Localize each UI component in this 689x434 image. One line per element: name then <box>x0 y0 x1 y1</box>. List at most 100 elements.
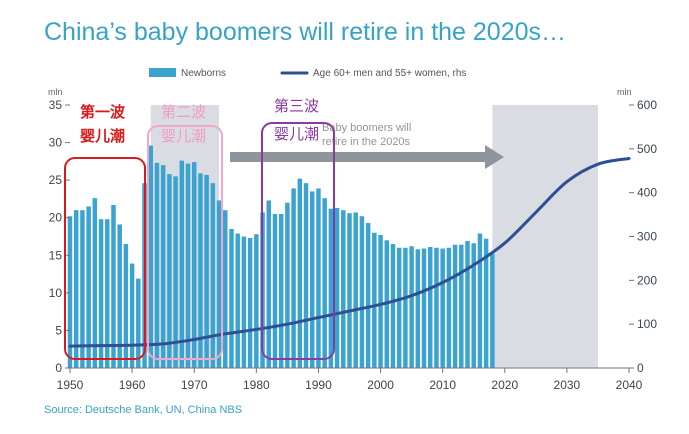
wave1-box: 第一波 婴儿潮 <box>64 103 146 360</box>
newborn-bar-2017 <box>483 238 489 368</box>
x-tick-label-2000: 2000 <box>367 378 394 392</box>
newborn-bar-1996 <box>353 212 358 368</box>
newborn-bar-1984 <box>278 213 284 368</box>
newborn-bar-1985 <box>285 202 290 368</box>
newborn-bar-1970 <box>191 162 197 368</box>
newborn-bar-1983 <box>272 213 278 368</box>
left-axis-unit: mln <box>48 87 63 97</box>
x-tick-label-2040: 2040 <box>616 378 643 392</box>
newborn-bar-1959 <box>123 244 129 368</box>
newborn-bar-1953 <box>86 206 91 368</box>
newborn-bar-1952 <box>80 210 85 368</box>
newborn-bar-2010 <box>440 248 445 368</box>
newborn-bar-1967 <box>173 176 178 368</box>
x-tick-label-1980: 1980 <box>243 378 270 392</box>
right-tick-label-600: 600 <box>637 98 657 112</box>
source-note: Source: Deutsche Bank, UN, China NBS <box>44 404 243 416</box>
newborn-bar-1950 <box>67 216 73 368</box>
newborn-bars <box>67 145 495 368</box>
newborn-bar-1957 <box>111 204 116 368</box>
wave2-box: 第二波 婴儿潮 <box>147 103 223 360</box>
newborn-bar-2012 <box>452 244 458 368</box>
newborn-bar-1998 <box>365 222 371 368</box>
newborn-bar-2008 <box>428 247 433 368</box>
shaded-region-2 <box>492 105 598 368</box>
newborn-bar-1992 <box>328 208 334 368</box>
newborn-bar-1965 <box>160 165 166 368</box>
newborn-bar-1977 <box>235 233 240 368</box>
newborn-bar-1951 <box>73 210 79 368</box>
newborn-bar-1968 <box>179 160 185 368</box>
legend-newborns-label: Newborns <box>181 68 226 79</box>
newborn-bar-2002 <box>390 244 396 368</box>
left-tick-label-20: 20 <box>49 211 63 225</box>
newborn-bar-2005 <box>409 246 414 368</box>
newborn-bar-1991 <box>322 198 327 368</box>
newborn-bar-1958 <box>117 224 122 368</box>
wave1-label-line1: 第一波 <box>80 103 126 121</box>
newborn-bar-1999 <box>372 232 377 368</box>
newborn-bar-2009 <box>434 247 439 368</box>
newborn-bar-1978 <box>241 236 247 368</box>
newborn-bar-1979 <box>247 238 253 368</box>
x-tick-label-1970: 1970 <box>181 378 208 392</box>
newborn-bar-2014 <box>465 241 470 368</box>
newborn-bar-2018 <box>490 253 495 368</box>
newborn-bar-1954 <box>92 198 98 368</box>
newborn-bar-1976 <box>229 228 234 368</box>
newborn-bar-1982 <box>266 200 271 368</box>
arrow-head <box>485 145 504 169</box>
newborn-bar-1987 <box>297 178 303 368</box>
legend-newborns-swatch <box>149 68 176 77</box>
left-tick-label-0: 0 <box>55 361 62 375</box>
page-title: China’s baby boomers will retire in the … <box>44 18 567 46</box>
newborn-bar-2013 <box>459 244 464 368</box>
newborn-bar-2011 <box>446 247 452 368</box>
newborn-bar-1961 <box>136 278 141 368</box>
newborn-bar-2015 <box>471 243 476 368</box>
newborn-bar-2003 <box>396 247 402 368</box>
wave2-label-line2: 婴儿潮 <box>161 128 206 145</box>
arrow-label-line1: Baby boomers will <box>322 122 411 134</box>
newborn-bar-1986 <box>291 188 296 368</box>
newborn-bar-1955 <box>98 219 104 368</box>
newborn-bar-1988 <box>303 183 309 368</box>
newborn-bar-2004 <box>403 247 408 368</box>
newborn-bar-1956 <box>105 219 110 368</box>
newborn-bar-1993 <box>334 207 340 368</box>
left-tick-label-25: 25 <box>49 173 63 187</box>
newborn-bar-1972 <box>204 174 209 368</box>
x-tick-label-1950: 1950 <box>57 378 84 392</box>
newborn-bar-1975 <box>223 210 228 368</box>
left-tick-label-10: 10 <box>49 286 63 300</box>
x-tick-label-2010: 2010 <box>429 378 456 392</box>
left-tick-label-5: 5 <box>55 323 62 337</box>
right-tick-label-100: 100 <box>637 317 657 331</box>
arrow-shaft <box>230 152 485 162</box>
left-tick-label-35: 35 <box>49 98 63 112</box>
right-tick-label-400: 400 <box>637 186 657 200</box>
newborn-bar-1966 <box>167 174 172 368</box>
wave3-label-line1: 第三波 <box>274 97 319 115</box>
x-tick-label-1990: 1990 <box>305 378 332 392</box>
newborn-bar-2016 <box>477 233 483 368</box>
newborn-bar-1995 <box>347 213 352 368</box>
left-axis-ticks: 0 5 10 15 20 25 30 35 <box>49 98 70 375</box>
newborn-bar-1974 <box>216 200 222 368</box>
newborn-bar-1969 <box>185 163 191 368</box>
x-tick-label-2020: 2020 <box>491 378 518 392</box>
newborn-bar-1964 <box>154 162 160 368</box>
newborn-bar-1973 <box>210 183 216 368</box>
newborn-bar-1960 <box>129 263 135 368</box>
wave3-outline <box>261 122 335 360</box>
newborn-bar-1989 <box>309 191 315 368</box>
wave3-box: 第三波 婴儿潮 <box>261 97 335 360</box>
newborn-bar-1994 <box>341 210 346 368</box>
x-tick-label-1960: 1960 <box>119 378 146 392</box>
newborn-bar-1997 <box>359 216 365 368</box>
right-tick-label-300: 300 <box>637 230 657 244</box>
right-tick-label-200: 200 <box>637 273 657 287</box>
newborn-bar-2006 <box>415 249 421 368</box>
